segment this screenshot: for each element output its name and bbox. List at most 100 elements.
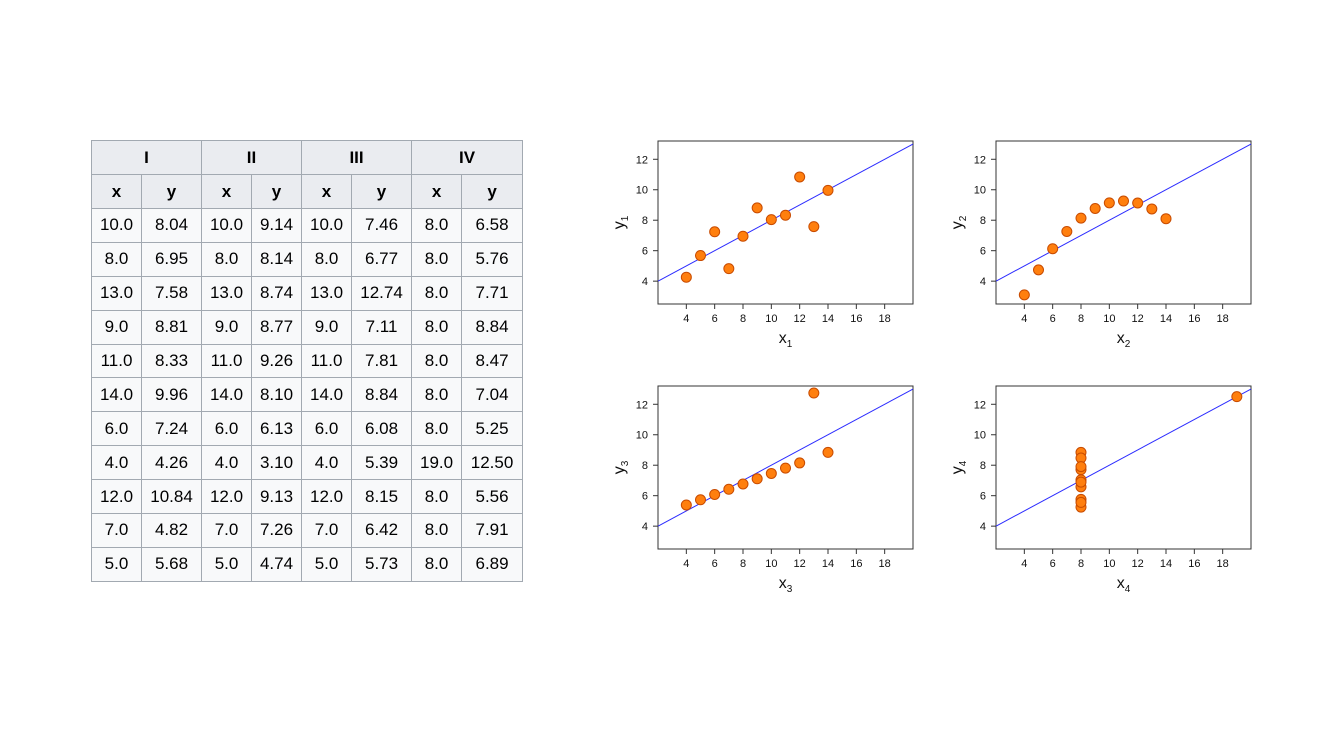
- table-cell: 6.42: [351, 513, 413, 548]
- table-body: 10.0 8.04 10.0 9.14 10.0 7.46 8.0 6.58 8.0 6.95 8.…: [91, 208, 524, 582]
- plot-frame: [995, 385, 1252, 550]
- data-point: [695, 494, 706, 506]
- y-tick-label: 8: [980, 215, 986, 227]
- table-cell: 8.0: [301, 241, 353, 277]
- table-cell: 7.0: [91, 513, 142, 548]
- table-cell: 6.89: [461, 546, 524, 582]
- table-cell: 5.56: [461, 479, 524, 515]
- table-cell: 9.26: [251, 343, 303, 379]
- table-cell: 6.95: [140, 241, 203, 277]
- table-cell: 8.15: [351, 479, 413, 515]
- data-point: [765, 214, 777, 226]
- data-point: [1061, 225, 1073, 237]
- table-cell: 8.84: [461, 309, 524, 345]
- column-header-y: y: [351, 174, 413, 209]
- data-point: [1075, 461, 1087, 473]
- plot-frame: [995, 140, 1252, 305]
- data-point: [808, 387, 820, 399]
- y-tick-label: 10: [974, 185, 986, 197]
- table-cell: 9.0: [201, 309, 253, 345]
- x-tick-label: 8: [1078, 313, 1084, 325]
- data-point: [709, 226, 721, 238]
- x-tick-label: 12: [794, 313, 806, 325]
- table-cell: 4.26: [140, 445, 203, 481]
- x-tick-label: 14: [822, 558, 834, 570]
- x-tick-label: 10: [765, 558, 777, 570]
- data-point: [794, 457, 806, 469]
- table-cell: 14.0: [201, 377, 253, 413]
- data-point: [1231, 391, 1243, 403]
- table-group-header-row: I II III IV: [90, 140, 524, 175]
- data-point: [822, 446, 834, 458]
- x-tick-label: 14: [1160, 313, 1172, 325]
- x-tick-label: 12: [1132, 558, 1144, 570]
- table-cell: 4.0: [301, 445, 353, 481]
- scatter-plot-ii: 4 6 8 10 12 14 16 18 4 6 8 10 12 x2 y2: [948, 135, 1258, 350]
- y-tick-label: 6: [980, 246, 986, 258]
- x-tick-label: 18: [1217, 313, 1229, 325]
- table-cell: 5.0: [301, 546, 353, 582]
- y-tick-label: 12: [636, 399, 648, 411]
- anscombe-data-table: I II III IV x y x y x y x y 10.0 8.04 10.0…: [90, 140, 524, 582]
- table-cell: 12.50: [461, 445, 524, 481]
- data-point: [1132, 197, 1144, 209]
- data-point: [680, 271, 692, 283]
- table-cell: 11.0: [91, 343, 142, 379]
- table-cell: 4.0: [91, 445, 142, 481]
- table-cell: 8.0: [411, 513, 463, 548]
- table-cell: 9.0: [91, 309, 142, 345]
- table-cell: 10.0: [301, 208, 353, 243]
- table-cell: 8.0: [411, 309, 463, 345]
- data-point: [1089, 202, 1101, 214]
- x-axis-label: x3: [779, 575, 793, 595]
- y-tick-label: 10: [636, 430, 648, 442]
- data-point: [1160, 213, 1172, 225]
- x-tick-label: 16: [1188, 313, 1200, 325]
- y-tick-label: 8: [980, 460, 986, 472]
- table-cell: 7.91: [461, 513, 524, 548]
- table-cell: 8.10: [251, 377, 303, 413]
- table-cell: 7.81: [351, 343, 413, 379]
- table-cell: 6.77: [351, 241, 413, 277]
- table-cell: 4.82: [140, 513, 203, 548]
- table-cell: 14.0: [91, 377, 142, 413]
- group-header-iii: III: [301, 140, 413, 175]
- data-point: [737, 230, 749, 242]
- x-tick-label: 14: [822, 313, 834, 325]
- y-tick-label: 6: [642, 246, 648, 258]
- table-cell: 6.58: [461, 208, 524, 243]
- table-cell: 10.0: [91, 208, 142, 243]
- table-cell: 7.04: [461, 377, 524, 413]
- table-cell: 9.13: [251, 479, 303, 515]
- table-row: 12.0 10.84 12.0 9.13 12.0 8.15 8.0 5.56: [91, 479, 524, 515]
- scatter-plot-iii: 4 6 8 10 12 14 16 18 4 6 8 10 12 x3 y3: [610, 380, 920, 595]
- y-axis-label: y2: [949, 215, 969, 229]
- table-cell: 6.0: [201, 411, 253, 447]
- y-tick-label: 8: [642, 215, 648, 227]
- x-tick-label: 16: [850, 313, 862, 325]
- data-point: [1075, 476, 1087, 488]
- y-tick-label: 6: [642, 491, 648, 503]
- table-cell: 8.0: [411, 208, 463, 243]
- x-tick-label: 8: [740, 313, 746, 325]
- table-row: 10.0 8.04 10.0 9.14 10.0 7.46 8.0 6.58: [91, 208, 524, 243]
- data-point: [780, 462, 791, 474]
- data-point: [1075, 496, 1087, 508]
- table-cell: 5.68: [140, 546, 203, 582]
- data-point: [765, 467, 777, 479]
- y-tick-label: 12: [974, 154, 986, 166]
- column-header-x: x: [201, 174, 253, 209]
- table-cell: 8.0: [201, 241, 253, 277]
- data-point: [737, 478, 749, 490]
- x-tick-label: 6: [712, 558, 718, 570]
- x-tick-label: 10: [1103, 313, 1115, 325]
- table-cell: 13.0: [301, 275, 353, 311]
- regression-line: [658, 388, 913, 527]
- group-header-iv: IV: [411, 140, 524, 175]
- scatter-plot-iv: 4 6 8 10 12 14 16 18 4 6 8 10 12 x4 y4: [948, 380, 1258, 595]
- table-cell: 4.74: [251, 546, 303, 582]
- x-tick-label: 16: [1188, 558, 1200, 570]
- table-row: 9.0 8.81 9.0 8.77 9.0 7.11 8.0 8.84: [91, 309, 524, 345]
- x-tick-label: 10: [765, 313, 777, 325]
- table-cell: 6.13: [251, 411, 303, 447]
